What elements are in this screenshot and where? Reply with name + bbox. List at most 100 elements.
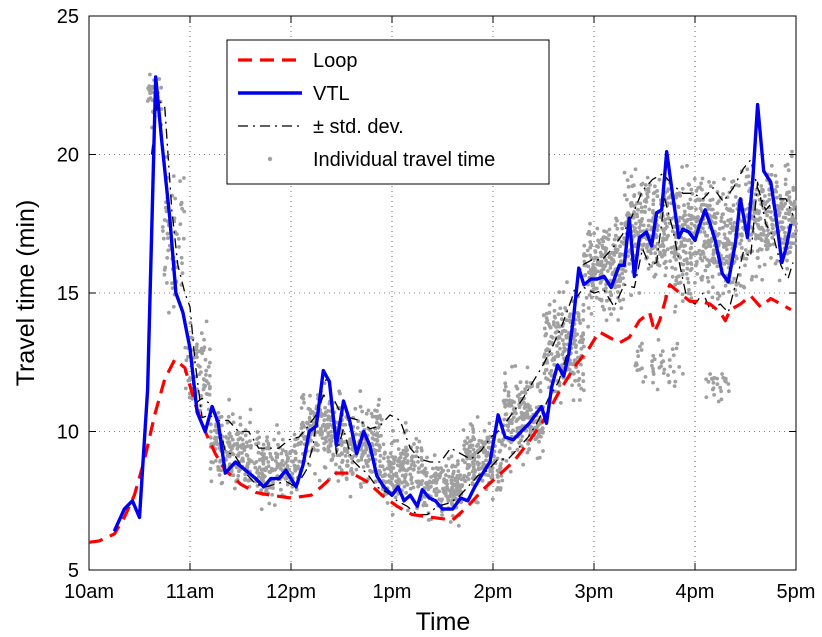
travel-time-point bbox=[689, 187, 694, 192]
travel-time-point bbox=[402, 478, 407, 483]
travel-time-point bbox=[450, 494, 454, 498]
travel-time-point bbox=[266, 464, 271, 469]
travel-time-point bbox=[411, 460, 416, 465]
travel-time-point bbox=[499, 474, 504, 478]
travel-time-point bbox=[685, 266, 690, 271]
travel-time-point bbox=[444, 479, 449, 483]
travel-time-point bbox=[712, 256, 716, 261]
travel-time-point bbox=[213, 435, 218, 440]
travel-time-point bbox=[524, 380, 529, 385]
travel-time-point bbox=[760, 238, 764, 243]
travel-time-point bbox=[620, 271, 625, 276]
travel-time-point bbox=[749, 232, 754, 237]
x-tick-label: 2pm bbox=[474, 581, 513, 603]
travel-time-point bbox=[419, 446, 424, 451]
travel-time-point bbox=[529, 408, 533, 412]
travel-time-point bbox=[704, 395, 709, 400]
travel-time-point bbox=[688, 251, 692, 255]
travel-time-point bbox=[284, 449, 288, 454]
travel-time-point bbox=[719, 219, 724, 224]
travel-time-point bbox=[208, 347, 212, 352]
travel-time-point bbox=[649, 264, 654, 268]
travel-time-point bbox=[171, 304, 176, 309]
travel-time-point bbox=[451, 491, 455, 495]
legend-swatch-individual-travel-time bbox=[267, 156, 273, 162]
travel-time-point bbox=[775, 259, 780, 263]
travel-time-point bbox=[683, 222, 687, 227]
travel-time-point bbox=[700, 258, 705, 263]
travel-time-point bbox=[468, 422, 473, 426]
travel-time-point bbox=[292, 449, 297, 454]
travel-time-point bbox=[596, 245, 600, 249]
travel-time-point bbox=[402, 484, 407, 489]
travel-time-point bbox=[784, 211, 788, 216]
travel-time-point bbox=[310, 410, 315, 414]
travel-time-point bbox=[638, 223, 643, 227]
travel-time-point bbox=[401, 466, 406, 471]
travel-time-point bbox=[490, 469, 494, 474]
travel-time-point bbox=[775, 195, 779, 200]
travel-time-point bbox=[663, 226, 668, 231]
travel-time-point bbox=[508, 421, 512, 426]
travel-time-point bbox=[299, 406, 304, 410]
travel-time-point bbox=[640, 217, 644, 221]
travel-time-point bbox=[363, 458, 368, 463]
travel-time-point bbox=[432, 453, 437, 458]
travel-time-point bbox=[545, 377, 550, 382]
travel-time-point bbox=[481, 441, 486, 446]
travel-time-point bbox=[673, 250, 678, 255]
travel-time-point bbox=[559, 317, 564, 321]
travel-time-point bbox=[579, 334, 584, 339]
travel-time-point bbox=[192, 355, 197, 360]
travel-time-point bbox=[446, 487, 450, 492]
travel-time-point bbox=[386, 455, 390, 460]
travel-time-point bbox=[264, 456, 269, 460]
travel-time-point bbox=[257, 474, 261, 479]
travel-time-point bbox=[591, 262, 596, 267]
travel-time-point bbox=[392, 439, 397, 443]
travel-time-point bbox=[683, 213, 687, 217]
travel-time-point bbox=[759, 247, 764, 252]
travel-time-point bbox=[686, 205, 691, 210]
travel-time-point bbox=[698, 206, 703, 211]
travel-time-point bbox=[582, 344, 586, 349]
travel-time-point bbox=[271, 467, 276, 472]
travel-time-point bbox=[587, 293, 592, 297]
travel-time-point bbox=[216, 466, 221, 470]
travel-time-point bbox=[274, 451, 278, 456]
travel-time-point bbox=[414, 449, 419, 454]
travel-time-point bbox=[308, 423, 313, 428]
travel-time-point bbox=[547, 302, 552, 307]
travel-time-point bbox=[577, 383, 581, 387]
travel-time-point bbox=[750, 274, 755, 279]
x-axis: 10am 11am 12pm 1pm 2pm 3pm 4pm 5pm bbox=[64, 16, 815, 603]
travel-time-point bbox=[159, 85, 164, 90]
travel-time-point bbox=[327, 438, 332, 442]
travel-time-point bbox=[337, 389, 342, 394]
travel-time-point bbox=[588, 221, 592, 226]
travel-time-point bbox=[607, 306, 612, 311]
travel-time-point bbox=[252, 461, 257, 466]
travel-time-point bbox=[609, 292, 614, 297]
travel-time-point bbox=[213, 459, 218, 463]
travel-time-point bbox=[224, 436, 229, 440]
travel-time-point bbox=[248, 439, 252, 443]
travel-time-point bbox=[626, 185, 631, 189]
travel-time-point bbox=[361, 465, 366, 469]
travel-time-point bbox=[588, 240, 593, 244]
travel-time-point bbox=[565, 280, 569, 285]
travel-time-point bbox=[632, 183, 636, 188]
travel-time-point bbox=[645, 195, 650, 199]
travel-time-point bbox=[276, 442, 280, 447]
travel-time-point bbox=[204, 373, 208, 377]
travel-time-point bbox=[227, 440, 232, 445]
travel-time-point bbox=[416, 460, 420, 464]
travel-time-point bbox=[722, 232, 727, 237]
travel-time-point bbox=[508, 469, 513, 474]
travel-time-point bbox=[248, 420, 252, 425]
travel-time-point bbox=[716, 232, 721, 236]
travel-time-point bbox=[474, 500, 478, 504]
travel-time-point bbox=[424, 470, 429, 475]
travel-time-point bbox=[184, 358, 189, 363]
travel-time-point bbox=[482, 429, 487, 433]
